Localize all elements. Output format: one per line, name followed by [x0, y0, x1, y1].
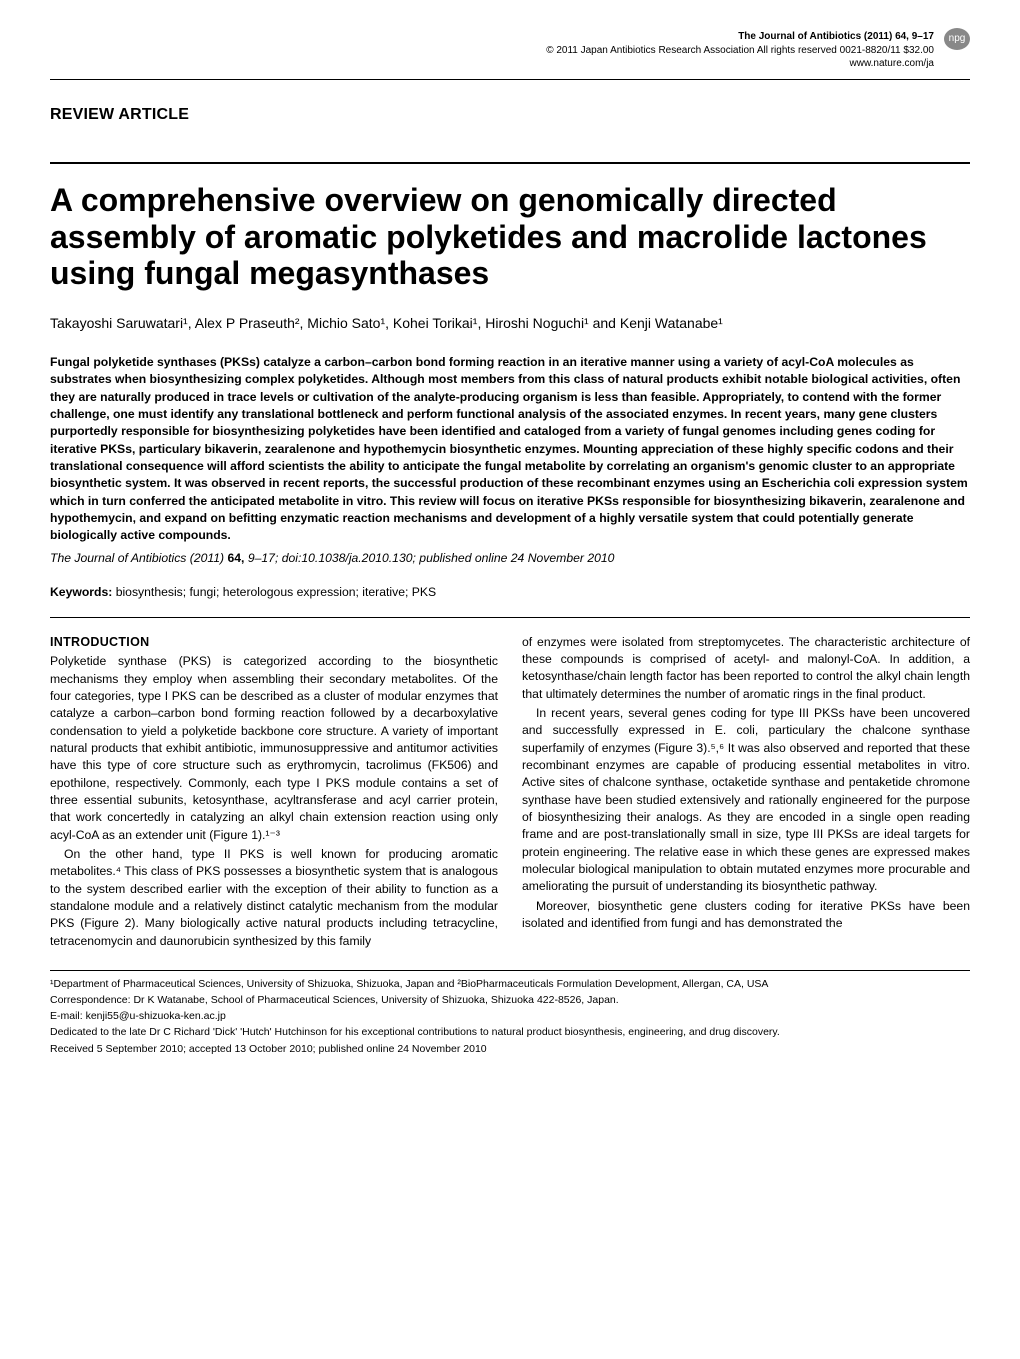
url-line: www.nature.com/ja	[546, 57, 934, 71]
title-rule-top	[50, 162, 970, 164]
body-paragraph: Polyketide synthase (PKS) is categorized…	[50, 653, 498, 844]
left-column: INTRODUCTION Polyketide synthase (PKS) i…	[50, 634, 498, 952]
keywords-text: biosynthesis; fungi; heterologous expres…	[112, 585, 436, 599]
citation-volume: 64,	[228, 551, 245, 565]
section-label: REVIEW ARTICLE	[50, 104, 970, 126]
copyright-line: © 2011 Japan Antibiotics Research Associ…	[546, 44, 934, 58]
right-column: of enzymes were isolated from streptomyc…	[522, 634, 970, 952]
citation-journal: The Journal of Antibiotics	[50, 551, 186, 565]
title-rule-bottom	[50, 617, 970, 618]
citation-line: The Journal of Antibiotics (2011) 64, 9–…	[50, 550, 970, 567]
dedication-line: Dedicated to the late Dr C Richard 'Dick…	[50, 1025, 970, 1039]
body-paragraph: In recent years, several genes coding fo…	[522, 705, 970, 896]
email-line: E-mail: kenji55@u-shizuoka-ken.ac.jp	[50, 1009, 970, 1023]
body-paragraph: Moreover, biosynthetic gene clusters cod…	[522, 898, 970, 933]
body-paragraph: of enzymes were isolated from streptomyc…	[522, 634, 970, 703]
citation-pages-doi: 9–17; doi:10.1038/ja.2010.130; published…	[244, 551, 614, 565]
article-title: A comprehensive overview on genomically …	[50, 182, 970, 292]
journal-meta: The Journal of Antibiotics (2011) 64, 9–…	[546, 30, 934, 71]
body-paragraph: On the other hand, type II PKS is well k…	[50, 846, 498, 950]
footnotes: ¹Department of Pharmaceutical Sciences, …	[50, 977, 970, 1056]
dates-line: Received 5 September 2010; accepted 13 O…	[50, 1042, 970, 1056]
affiliation-line: ¹Department of Pharmaceutical Sciences, …	[50, 977, 970, 991]
footnotes-rule	[50, 970, 970, 971]
introduction-heading: INTRODUCTION	[50, 634, 498, 652]
body-columns: INTRODUCTION Polyketide synthase (PKS) i…	[50, 634, 970, 952]
header-row: The Journal of Antibiotics (2011) 64, 9–…	[50, 30, 970, 71]
page: The Journal of Antibiotics (2011) 64, 9–…	[0, 0, 1020, 1078]
npg-badge-icon: npg	[944, 28, 970, 50]
journal-title-line: The Journal of Antibiotics (2011) 64, 9–…	[546, 30, 934, 44]
authors-line: Takayoshi Saruwatari¹, Alex P Praseuth²,…	[50, 314, 970, 334]
abstract: Fungal polyketide synthases (PKSs) catal…	[50, 354, 970, 545]
header-rule	[50, 79, 970, 80]
keywords-line: Keywords: biosynthesis; fungi; heterolog…	[50, 584, 970, 601]
keywords-label: Keywords:	[50, 585, 112, 599]
citation-year: (2011)	[190, 551, 224, 565]
correspondence-line: Correspondence: Dr K Watanabe, School of…	[50, 993, 970, 1007]
